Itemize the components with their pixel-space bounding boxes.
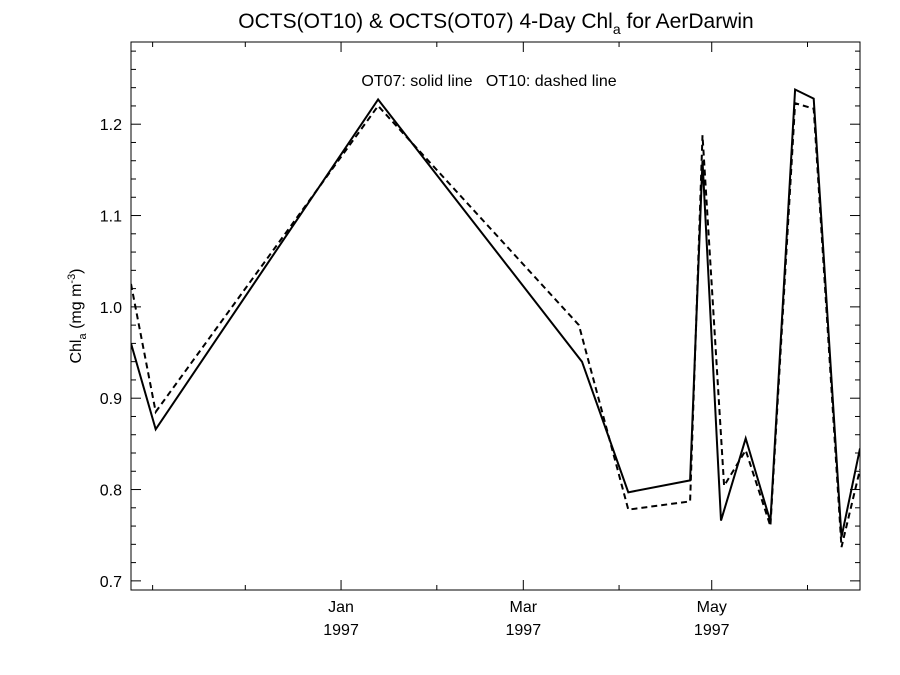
- x-axis-ticks: Jan 1997 Mar 1997 May 1997: [152, 42, 808, 639]
- y-axis-label: Chla (mg m-3): [66, 268, 89, 363]
- chart-title-main: OCTS(OT10) & OCTS(OT07) 4-Day Chl: [238, 10, 613, 33]
- series-line-ot07: [131, 87, 860, 538]
- x-tick-year-label: 1997: [694, 622, 730, 639]
- series-line-ot10: [131, 101, 860, 548]
- x-tick-year-label: 1997: [323, 622, 359, 639]
- series-layer: [131, 87, 860, 548]
- x-tick-month-label: Jan: [328, 599, 354, 616]
- chart-title-suffix: for AerDarwin: [621, 10, 754, 33]
- y-axis-ticks: 0.7 0.8 0.9 1.0 1.1 1.2: [100, 50, 860, 591]
- y-tick-label: 0.7: [100, 574, 122, 591]
- y-tick-label: 1.0: [100, 300, 122, 317]
- y-axis-label-units-superscript: -3: [66, 274, 78, 284]
- y-tick-label: 1.1: [100, 209, 122, 226]
- x-tick-year-label: 1997: [506, 622, 542, 639]
- line-style-annotation: OT07: solid line OT10: dashed line: [361, 73, 616, 90]
- y-axis-label-units: (mg m: [68, 284, 85, 334]
- y-axis-label-main: Chl: [68, 340, 85, 364]
- y-tick-label: 0.8: [100, 483, 122, 500]
- x-tick-month-label: Mar: [510, 599, 538, 616]
- plot-frame: [130, 41, 861, 591]
- y-tick-label: 0.9: [100, 391, 122, 408]
- chart-title: OCTS(OT10) & OCTS(OT07) 4-Day Chla for A…: [238, 10, 753, 37]
- y-axis-label-units-close: ): [68, 268, 85, 273]
- series-group: [131, 87, 860, 548]
- x-tick-month-label: May: [697, 599, 727, 616]
- chart-title-subscript: a: [613, 21, 621, 37]
- y-tick-label: 1.2: [100, 117, 122, 134]
- y-axis-label-subscript: a: [77, 333, 89, 340]
